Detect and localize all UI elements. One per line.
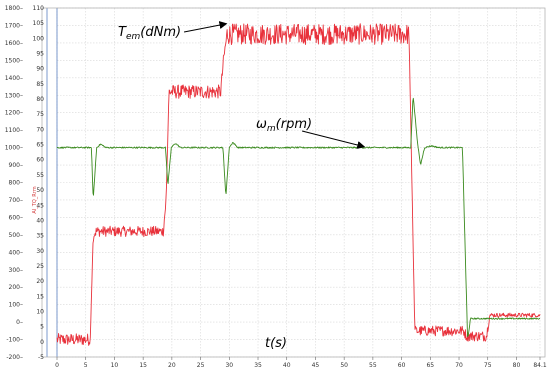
grid-lines [46,7,541,358]
right-tick-label: 10 [36,308,44,315]
left-tick-label: -100– [6,337,23,344]
left-tick-label: 1500– [5,57,23,64]
x-tick-label: 75 [484,362,492,369]
x-tick-label: 80 [513,362,521,369]
left-tick-label: 1600– [5,40,23,47]
x-axis-label: t(s) [265,336,287,351]
right-tick-label: 35 [36,233,44,240]
right-tick-label: 85 [36,81,44,88]
x-tick-label: 35 [254,362,262,369]
x-tick-label: 84.1 [533,362,547,369]
x-tick-label: 0 [55,362,59,369]
left-tick-label: 300– [9,267,23,274]
left-tick-label: 1800– [5,5,23,12]
right-tick-label: 65 [36,142,44,149]
right-tick-label: 55 [36,172,44,179]
x-tick-label: 40 [283,362,291,369]
x-tick-label: 65 [426,362,434,369]
left-tick-label: 1700– [5,22,23,29]
x-tick-label: 30 [225,362,233,369]
right-tick-label: 40 [36,217,44,224]
right-tick-label: 25 [36,263,44,270]
right-tick-label: 50 [36,187,44,194]
right-tick-label: 30 [36,248,44,255]
x-tick-label: 10 [111,362,119,369]
series-annotation: Tem(dNm) [118,25,181,42]
left-tick-label: 1000– [5,145,23,152]
left-tick-label: 1400– [5,75,23,82]
x-axis-ticks: 0 5 10 15 20 25 30 35 40 45 50 55 60 65 70 75 80 84.1 [55,357,547,369]
left-tick-label: 800– [9,180,23,187]
left-tick-label: 1300– [5,92,23,99]
x-tick-label: 70 [455,362,463,369]
left-tick-label: 1200– [5,110,23,117]
right-tick-label: 95 [36,51,44,58]
annotation-arrow [301,130,366,149]
left-axis-ticks: -200– -100– 0– 100– 200– 300– 400– 500– 600– 700–… [5,5,23,361]
x-tick-label: 50 [340,362,348,369]
right-tick-label: 60 [36,157,44,164]
right-tick-label: 105 [33,20,45,27]
x-tick-label: 20 [168,362,176,369]
left-tick-label: 500– [9,232,23,239]
right-tick-label: 20 [36,278,44,285]
right-tick-label: 80 [36,96,44,103]
series-layer [56,23,541,346]
right-tick-label: 75 [36,111,44,118]
left-tick-label: 900– [9,162,23,169]
x-tick-label: 25 [197,362,205,369]
x-tick-label: 45 [312,362,320,369]
left-tick-label: 200– [9,284,23,291]
plot-frame [41,7,546,358]
right-tick-label: 110 [33,5,45,12]
left-tick-label: 400– [9,249,23,256]
right-tick-label: 90 [36,66,44,73]
right-tick-label: 100 [33,35,45,42]
x-tick-label: 5 [84,362,88,369]
series-line [56,97,541,337]
right-tick-label: -5 [38,354,44,361]
left-tick-label: -200– [6,354,23,361]
right-tick-label: 0 [40,339,44,346]
x-tick-label: 60 [398,362,406,369]
right-tick-label: 5 [40,324,44,331]
left-tick-label: 100– [9,302,23,309]
right-axis-ticks: -5 0 5 10 15 20 25 30 35 40 45 50 55 60 65 70 75 80 85 90 95… [33,5,45,361]
left-tick-label: 1100– [5,127,23,134]
left-tick-label: 700– [9,197,23,204]
annotation-arrow [183,21,228,33]
left-tick-label: 0– [16,319,23,326]
x-tick-label: 15 [139,362,147,369]
right-tick-label: 45 [36,202,44,209]
right-tick-label: 70 [36,126,44,133]
left-axis-label: AI_TQ_Rrm [32,186,38,213]
x-tick-label: 55 [369,362,377,369]
series-line [56,23,541,346]
right-tick-label: 15 [36,293,44,300]
left-tick-label: 600– [9,214,23,221]
